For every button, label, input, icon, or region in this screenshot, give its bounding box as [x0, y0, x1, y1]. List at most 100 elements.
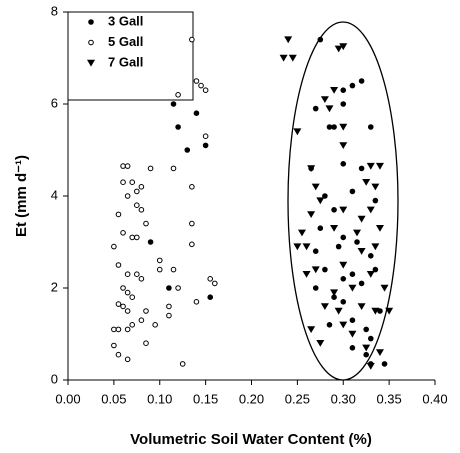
data-point [120, 285, 126, 291]
data-point [193, 110, 200, 116]
data-point [349, 317, 356, 324]
x-tick-label: 0.00 [55, 391, 80, 406]
data-point [170, 101, 177, 107]
data-point [166, 312, 172, 319]
y-tick-label: 6 [51, 95, 58, 110]
data-point [331, 294, 337, 301]
data-point [366, 206, 375, 214]
data-point [349, 82, 356, 89]
data-point [340, 101, 347, 107]
data-point [380, 284, 389, 292]
x-tick-label: 0.40 [422, 391, 447, 406]
data-point [367, 335, 374, 342]
x-tick-label: 0.10 [147, 391, 172, 406]
y-axis-label: Et (mm d⁻¹) [13, 155, 30, 237]
data-point [348, 330, 357, 338]
data-point [189, 36, 195, 43]
data-point [202, 133, 209, 139]
data-point [120, 230, 126, 236]
x-tick-label: 0.30 [331, 391, 356, 406]
data-point [115, 211, 122, 218]
data-point [326, 322, 333, 328]
legend-label: 7 Gall [108, 54, 143, 69]
data-point [358, 280, 365, 287]
legend-box [67, 11, 194, 101]
data-point [143, 340, 149, 347]
data-point [322, 266, 328, 273]
data-point [115, 351, 122, 358]
data-point [193, 299, 200, 305]
data-point [320, 96, 329, 103]
data-point [170, 165, 177, 172]
data-point [366, 271, 375, 278]
data-point [339, 321, 348, 329]
data-point [111, 326, 117, 333]
data-point [302, 243, 311, 251]
x-tick-label: 0.05 [101, 391, 126, 406]
x-tick-label: 0.20 [239, 391, 264, 406]
data-point [326, 124, 333, 130]
data-point [124, 289, 131, 296]
data-point [120, 179, 126, 185]
data-point [166, 285, 172, 291]
data-point [312, 105, 319, 112]
data-point [316, 340, 325, 347]
x-tick-label: 0.25 [285, 391, 310, 406]
data-point [129, 294, 136, 301]
data-point [143, 308, 149, 314]
data-point [339, 43, 348, 51]
data-point [375, 225, 384, 232]
data-point [111, 342, 117, 349]
y-tick-label: 4 [51, 187, 58, 202]
data-point [363, 351, 369, 358]
data-point [340, 299, 347, 305]
data-point [134, 202, 140, 208]
x-tick-label: 0.15 [193, 391, 218, 406]
data-point [339, 142, 348, 149]
data-point [279, 54, 288, 62]
data-point [134, 271, 140, 278]
data-point [129, 179, 136, 185]
x-tick-label: 0.35 [376, 391, 401, 406]
data-point [202, 87, 209, 93]
data-point [111, 243, 117, 250]
data-point [124, 163, 131, 169]
data-point [349, 188, 356, 195]
data-point [354, 239, 360, 245]
legend-marker [88, 19, 94, 25]
data-point [367, 124, 374, 130]
data-point [156, 266, 163, 273]
data-point [138, 317, 145, 324]
data-point [166, 303, 172, 310]
data-point [115, 262, 122, 268]
data-point [138, 207, 145, 213]
data-point [124, 193, 131, 199]
data-point [179, 361, 186, 367]
data-point [212, 280, 218, 287]
data-point [316, 197, 325, 205]
data-point [375, 162, 384, 170]
data-point [334, 45, 343, 53]
data-point [120, 163, 126, 169]
data-point [385, 307, 394, 315]
legend-marker [87, 59, 95, 67]
y-tick-label: 2 [51, 279, 58, 294]
data-point [372, 197, 379, 204]
data-point [120, 303, 126, 310]
data-point [193, 78, 200, 84]
data-point [288, 54, 297, 62]
data-point [330, 225, 339, 232]
data-point [202, 142, 209, 149]
data-point [138, 276, 145, 282]
data-point [339, 206, 348, 214]
data-point [152, 322, 158, 328]
data-point [339, 261, 348, 269]
data-point [302, 271, 311, 278]
data-point [134, 234, 140, 241]
legend-label: 5 Gall [108, 34, 143, 49]
data-point [293, 128, 302, 136]
data-point [198, 82, 204, 89]
data-point [371, 183, 380, 191]
data-point [124, 271, 131, 278]
